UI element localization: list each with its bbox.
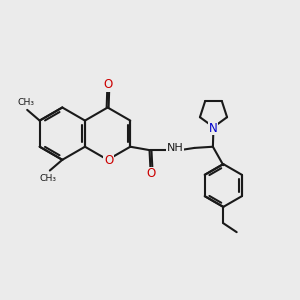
Text: N: N (209, 122, 218, 135)
Text: NH: NH (167, 143, 183, 153)
Text: CH₃: CH₃ (40, 174, 57, 183)
Text: CH₃: CH₃ (17, 98, 34, 107)
Text: O: O (103, 78, 113, 91)
Text: O: O (104, 154, 113, 167)
Text: O: O (147, 167, 156, 180)
